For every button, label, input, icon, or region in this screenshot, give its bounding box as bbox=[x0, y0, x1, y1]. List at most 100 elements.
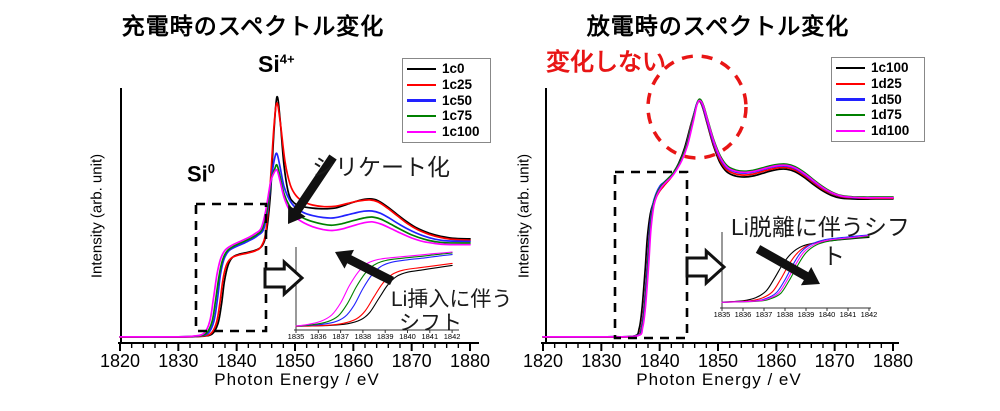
legend-entry-1c75: 1c75 bbox=[407, 109, 486, 124]
legend-line-swatch bbox=[836, 129, 865, 133]
left-inset-group: 1835 1836 1837 1838 1839 1840 1841 1842 bbox=[288, 247, 461, 341]
x-tick-label: 1880 bbox=[450, 351, 490, 371]
legend-entry-1d50: 1d50 bbox=[836, 92, 920, 107]
legend-label: 1d75 bbox=[871, 107, 902, 123]
legend-line-swatch bbox=[836, 66, 865, 70]
curve-1c75 bbox=[295, 252, 453, 327]
legend-entry-1d25: 1d25 bbox=[836, 76, 920, 91]
annotation-shapes bbox=[194, 54, 820, 340]
inset-x-tick-label: 1838 bbox=[777, 310, 794, 319]
inset-x-tick-label: 1841 bbox=[840, 310, 857, 319]
x-tick-label: 1820 bbox=[523, 351, 563, 371]
inset-x-tick-label: 1837 bbox=[332, 332, 349, 341]
legend-entry-1c100: 1c100 bbox=[836, 61, 920, 76]
right-panel-title: 放電時のスペクトル変化 bbox=[586, 13, 850, 39]
left-edge-region-dashed-box bbox=[194, 202, 268, 333]
right-x-axis-label: Photon Energy / eV bbox=[636, 370, 802, 389]
inset-x-tick-label: 1840 bbox=[819, 310, 836, 319]
curve-1c0 bbox=[119, 95, 471, 338]
curve-1c75 bbox=[119, 163, 471, 338]
legend-label: 1c0 bbox=[442, 61, 465, 77]
x-tick-label: 1850 bbox=[698, 351, 738, 371]
no-change-annotation: 変化しない bbox=[546, 49, 666, 76]
right-inset-group: 1835 1836 1837 1838 1839 1840 1841 1842 bbox=[714, 232, 878, 319]
legend-label: 1c100 bbox=[871, 60, 909, 76]
x-tick-label: 1870 bbox=[815, 351, 855, 371]
li-extraction-shift-note-line2: ト bbox=[822, 243, 845, 269]
legend-label: 1c100 bbox=[442, 124, 480, 140]
curve-1d100 bbox=[542, 99, 894, 338]
left-main-group: 1820 1830 1840 1850 1860 1870 1880 bbox=[100, 88, 490, 371]
legend-entry-1c100: 1c100 bbox=[407, 124, 486, 139]
curve-1c50 bbox=[119, 152, 471, 338]
x-tick-label: 1850 bbox=[275, 351, 315, 371]
legend-line-swatch bbox=[407, 114, 436, 118]
right-zoom-block-arrow bbox=[685, 247, 727, 287]
curve-1c25 bbox=[119, 102, 471, 338]
inset-x-tick-label: 1842 bbox=[861, 310, 878, 319]
curve-1c100 bbox=[295, 251, 453, 327]
legend-line-swatch bbox=[836, 113, 865, 117]
inset-x-tick-label: 1836 bbox=[735, 310, 752, 319]
si4-superscript: 4+ bbox=[279, 51, 295, 67]
x-tick-label: 1860 bbox=[756, 351, 796, 371]
inset-x-tick-label: 1842 bbox=[444, 332, 461, 341]
si4-peak-label: Si4+ bbox=[258, 51, 295, 77]
li-insertion-shift-note-line2: シフト bbox=[399, 312, 462, 335]
curve-1c100 bbox=[119, 168, 471, 338]
curve-1c0 bbox=[295, 264, 453, 327]
x-tick-label: 1830 bbox=[158, 351, 198, 371]
x-tick-label: 1830 bbox=[581, 351, 621, 371]
silicate-annotation: シリケート化 bbox=[312, 154, 450, 180]
legend-label: 1d50 bbox=[871, 91, 902, 107]
legend-label: 1c75 bbox=[442, 108, 473, 124]
curve-1d75 bbox=[721, 235, 870, 303]
legend-entry-1c0: 1c0 bbox=[407, 62, 486, 77]
inset-x-tick-label: 1839 bbox=[798, 310, 815, 319]
inset-x-tick-label: 1837 bbox=[756, 310, 773, 319]
no-change-dashed-circle bbox=[646, 54, 748, 160]
left-x-axis-label: Photon Energy / eV bbox=[214, 370, 380, 389]
x-tick-label: 1880 bbox=[873, 351, 913, 371]
inset-x-tick-label: 1836 bbox=[310, 332, 327, 341]
inset-x-tick-label: 1835 bbox=[288, 332, 305, 341]
curve-1d100 bbox=[721, 234, 870, 303]
legend-label: 1d25 bbox=[871, 76, 902, 92]
right-edge-region-dashed-box bbox=[613, 170, 689, 340]
curve-1c25 bbox=[295, 262, 453, 327]
x-tick-label: 1840 bbox=[640, 351, 680, 371]
left-legend-box: 1c0 1c25 1c50 1c75 1c100 bbox=[402, 58, 491, 143]
legend-entry-1c25: 1c25 bbox=[407, 77, 486, 92]
li-extraction-shift-note-line1: Li脱離に伴うシフ bbox=[731, 214, 910, 240]
left-y-axis-label: Intensity (arb. unit) bbox=[88, 153, 106, 279]
inset-x-tick-label: 1838 bbox=[355, 332, 372, 341]
right-y-axis-label: Intensity (arb. unit) bbox=[515, 153, 533, 279]
legend-entry-1d75: 1d75 bbox=[836, 108, 920, 123]
li-insertion-shift-arrow bbox=[335, 249, 394, 285]
legend-line-swatch bbox=[407, 83, 436, 87]
li-extraction-shift-arrow bbox=[755, 245, 820, 286]
legend-entry-1d100: 1d100 bbox=[836, 123, 920, 138]
si0-superscript: 0 bbox=[207, 161, 216, 176]
left-zoom-block-arrow bbox=[263, 258, 305, 298]
x-tick-label: 1820 bbox=[100, 351, 140, 371]
right-main-group: 1820 1830 1840 1850 1860 1870 1880 bbox=[523, 88, 913, 371]
inset-x-tick-label: 1840 bbox=[399, 332, 416, 341]
legend-line-swatch bbox=[407, 130, 436, 134]
inset-x-tick-label: 1841 bbox=[421, 332, 438, 341]
inset-x-tick-label: 1839 bbox=[377, 332, 394, 341]
legend-line-swatch bbox=[407, 67, 436, 71]
silicate-arrow bbox=[288, 154, 337, 224]
si0-label: Si0 bbox=[187, 161, 216, 187]
x-tick-label: 1870 bbox=[392, 351, 432, 371]
legend-label: 1c50 bbox=[442, 92, 473, 108]
legend-line-swatch bbox=[836, 98, 865, 101]
curve-1d50 bbox=[721, 234, 870, 303]
right-legend-box: 1c100 1d25 1d50 1d75 1d100 bbox=[831, 57, 925, 142]
x-tick-label: 1840 bbox=[217, 351, 257, 371]
inset-x-tick-label: 1835 bbox=[714, 310, 731, 319]
legend-entry-1c50: 1c50 bbox=[407, 93, 486, 108]
legend-label: 1d100 bbox=[871, 123, 910, 139]
